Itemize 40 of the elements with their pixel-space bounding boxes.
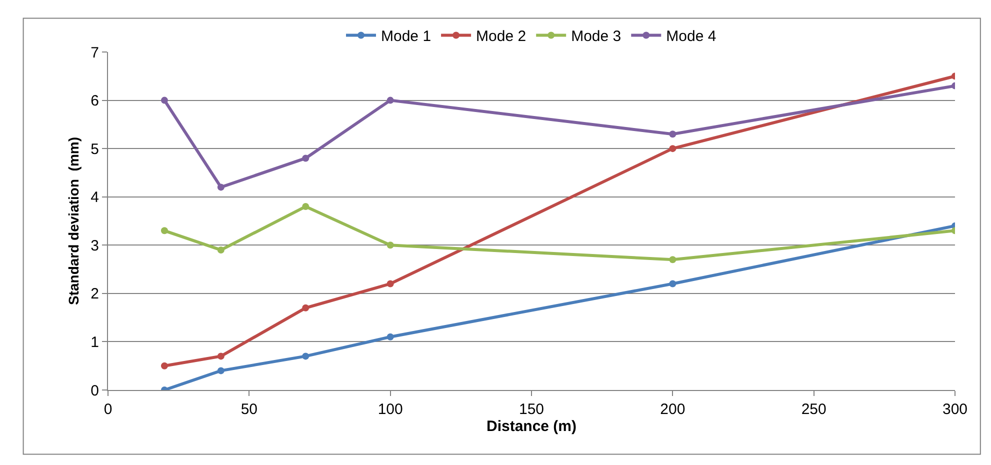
point (217, 352, 224, 360)
x-tick-label: 50 (240, 401, 258, 418)
point (386, 96, 394, 104)
x-tick-label: 250 (801, 401, 826, 418)
y-tick-label: 4 (90, 189, 99, 206)
legend-label: Mode 2 (476, 28, 526, 46)
y-tick-label: 5 (90, 140, 99, 158)
point (302, 203, 310, 210)
point (669, 145, 676, 152)
legend-label: Mode 1 (381, 28, 432, 46)
legend-label: Mode 3 (571, 28, 622, 46)
point (217, 246, 224, 254)
legend-label: Mode 4 (666, 28, 716, 46)
point (302, 154, 310, 162)
y-tick-label: 3 (90, 237, 99, 254)
x-axis-title: Distance (m) (486, 418, 577, 435)
x-tick-label: 0 (104, 401, 112, 418)
y-tick-label: 6 (90, 92, 99, 110)
point (160, 96, 168, 104)
point (386, 333, 394, 340)
y-tick-label: 7 (90, 44, 99, 62)
point (669, 130, 676, 138)
point (669, 256, 676, 264)
point (302, 304, 310, 312)
point (669, 280, 676, 288)
x-tick-label: 200 (660, 401, 686, 418)
point (302, 352, 310, 360)
y-tick-label: 1 (90, 334, 99, 351)
y-tick-label: 0 (90, 382, 99, 400)
point (160, 362, 168, 370)
y-tick-label: 2 (90, 286, 99, 303)
point (160, 227, 168, 234)
x-tick-label: 150 (518, 401, 544, 418)
point (386, 242, 394, 249)
y-axis-title: Standard deviation (mm) (65, 136, 82, 306)
x-tick-label: 100 (378, 401, 403, 418)
point (217, 367, 224, 374)
point (217, 184, 224, 191)
point (386, 280, 394, 288)
x-tick-label: 300 (942, 401, 968, 418)
